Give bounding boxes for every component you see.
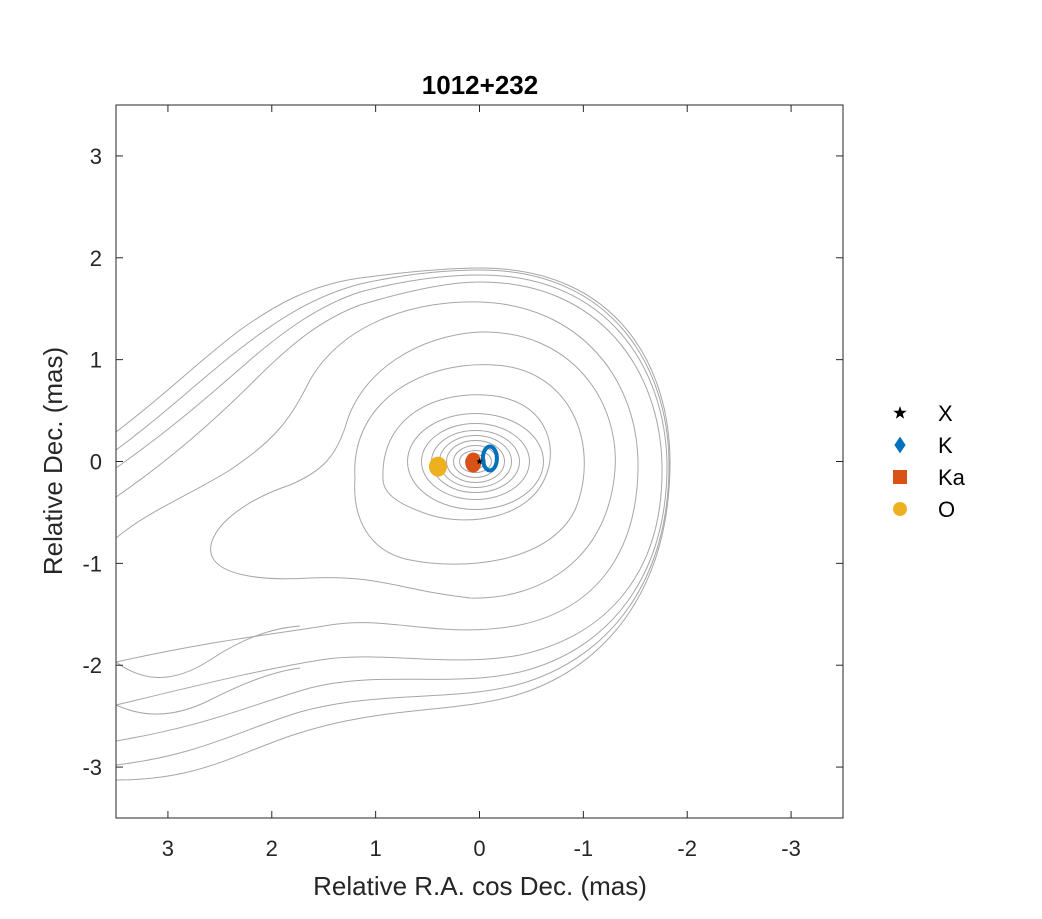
point-k (480, 444, 499, 473)
x-tick-label: 3 (162, 836, 174, 861)
contour-line (446, 440, 505, 483)
contour-line (115, 625, 301, 678)
data-points (428, 444, 499, 477)
contour-line (115, 274, 668, 742)
legend-marker-x (893, 406, 907, 419)
legend-label-x: X (938, 401, 953, 426)
x-tick-label: -2 (677, 836, 697, 861)
point-ka (465, 452, 482, 473)
contour-line (115, 267, 671, 781)
contour-line (210, 331, 616, 599)
legend-marker-ka (893, 470, 907, 484)
legend-label-ka: Ka (938, 465, 966, 490)
x-tick-label: 1 (370, 836, 382, 861)
x-tick-label: 0 (473, 836, 485, 861)
axis-ticks (116, 105, 843, 818)
chart-title: 1012+232 (422, 70, 538, 100)
legend-marker-k (894, 436, 906, 454)
tick-labels: 3 2 1 0 -1 -2 -3 3 2 1 0 -1 -2 -3 (82, 144, 800, 861)
legend-label-k: K (938, 433, 953, 458)
plot-frame (115, 104, 844, 819)
y-tick-label: -1 (82, 551, 102, 576)
contour-line (459, 450, 492, 473)
x-tick-label: -1 (574, 836, 594, 861)
x-tick-label: 2 (266, 836, 278, 861)
y-tick-label: -3 (82, 755, 102, 780)
x-axis-label: Relative R.A. cos Dec. (mas) (313, 871, 647, 901)
point-x (476, 458, 483, 465)
contour-line (115, 301, 639, 663)
x-tick-label: -3 (781, 836, 801, 861)
contour-line (354, 364, 585, 565)
legend-label-o: O (938, 497, 955, 522)
y-tick-label: 2 (90, 246, 102, 271)
y-tick-label: 0 (90, 450, 102, 475)
contour-line (115, 269, 670, 766)
contour-line (115, 281, 663, 706)
contour-line (115, 667, 301, 715)
legend: XK Ka O (893, 401, 966, 522)
y-axis-label: Relative Dec. (mas) (38, 347, 68, 575)
y-tick-label: -2 (82, 653, 102, 678)
contour-line (421, 423, 530, 500)
point-o (428, 456, 447, 477)
contour-line (407, 413, 544, 510)
y-tick-label: 1 (90, 348, 102, 373)
y-tick-label: 3 (90, 144, 102, 169)
contour-layer (115, 267, 671, 781)
contour-line (382, 394, 551, 521)
legend-marker-o (893, 502, 907, 516)
